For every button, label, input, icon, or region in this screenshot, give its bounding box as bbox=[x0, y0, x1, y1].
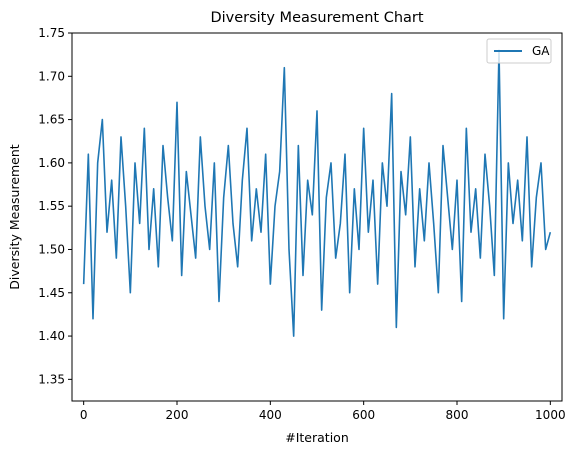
plot-area bbox=[71, 32, 563, 402]
legend-label-ga: GA bbox=[532, 44, 550, 58]
y-tick-label: 1.65 bbox=[38, 113, 65, 127]
x-tick-label: 800 bbox=[446, 408, 469, 422]
x-tick-label: 0 bbox=[80, 408, 88, 422]
x-tick-label: 400 bbox=[259, 408, 282, 422]
x-tick-label: 600 bbox=[352, 408, 375, 422]
y-tick-label: 1.50 bbox=[38, 242, 65, 256]
x-tick-label: 200 bbox=[166, 408, 189, 422]
x-tick-label: 1000 bbox=[535, 408, 566, 422]
x-axis-label: #Iteration bbox=[285, 430, 349, 445]
y-tick-label: 1.70 bbox=[38, 69, 65, 83]
y-tick-label: 1.35 bbox=[38, 372, 65, 386]
chart-title: Diversity Measurement Chart bbox=[210, 10, 423, 26]
axes-frame bbox=[71, 32, 563, 402]
y-tick-label: 1.55 bbox=[38, 199, 65, 213]
y-tick-label: 1.45 bbox=[38, 286, 65, 300]
y-tick-label: 1.75 bbox=[38, 26, 65, 40]
series-line-ga bbox=[82, 49, 552, 337]
y-axis: 1.35 1.40 1.45 1.50 1.55 1.60 1.65 1.70 1.75 bbox=[38, 26, 72, 386]
legend: GA bbox=[486, 38, 552, 64]
x-axis: 0 200 400 600 800 1000 bbox=[80, 401, 566, 422]
y-tick-label: 1.60 bbox=[38, 156, 65, 170]
y-axis-label: Diversity Measurement bbox=[7, 144, 22, 289]
y-tick-label: 1.40 bbox=[38, 329, 65, 343]
